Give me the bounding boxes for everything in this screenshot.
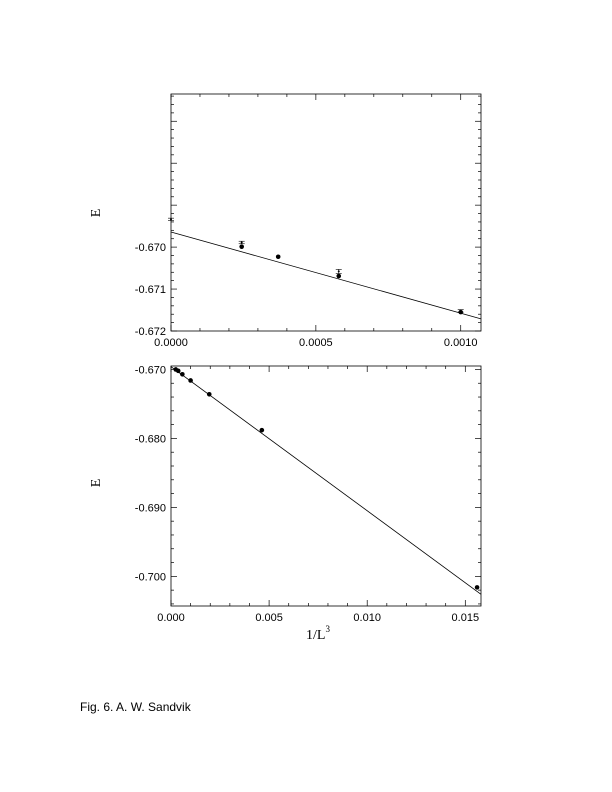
bottom-plot-x-axis-label: 1/L3 [306,624,330,643]
top-y-tick-label: -0.672 [135,326,166,338]
bottom-data-point [259,427,265,433]
bottom-plot-tick-labels: 0.000 0.005 0.010 0.015 -0.700 -0.690 -0.680 -0… [135,364,479,624]
top-data-point [275,254,281,260]
top-x-tick-label: 0.0005 [299,337,333,349]
bottom-data-point [206,391,212,397]
bottom-plot-ticks [170,366,481,606]
bottom-x-tick-label: 0.015 [452,612,480,624]
top-x-tick-label: 0.0010 [444,337,478,349]
bottom-y-tick-label: -0.680 [135,433,166,445]
bottom-plot-points [173,367,480,590]
top-plot-y-axis-label: E [89,209,104,218]
top-data-point-open [459,309,462,312]
bottom-x-tick-label: 0.010 [353,612,381,624]
top-data-point [336,273,342,279]
top-plot-tick-labels: 0.0000 0.0005 0.0010 -0.672 -0.671 -0.670 [135,242,478,349]
top-plot-fit-line-group [170,231,482,320]
bottom-x-tick-label: 0.000 [157,612,185,624]
bottom-plot-fit-line-group [170,366,482,595]
x-axis-label-exponent: 3 [325,624,330,634]
top-plot-ticks [170,94,481,332]
top-y-tick-label: -0.670 [135,242,166,254]
bottom-plot-frame [170,365,482,607]
top-plot-points [168,217,464,315]
bottom-y-tick-label: -0.700 [135,571,166,583]
bottom-data-point [474,585,480,590]
top-data-point-open [240,241,243,244]
bottom-data-point [180,371,185,377]
bottom-fit-line [170,366,482,595]
top-x-tick-label: 0.0000 [154,337,188,349]
bottom-plot-y-axis-label: E [89,479,104,488]
figure-caption: Fig. 6. A. W. Sandvik [80,700,191,714]
top-fit-line [170,231,482,320]
bottom-y-tick-label: -0.670 [135,364,166,376]
top-plot-panel: 0.0000 0.0005 0.0010 -0.672 -0.671 -0.670 E [89,93,482,349]
bottom-plot-panel: 0.000 0.005 0.010 0.015 -0.700 -0.690 -0.680 -0… [89,364,482,643]
bottom-data-point [188,378,193,383]
top-plot-frame [170,93,482,332]
bottom-y-tick-label: -0.690 [135,502,166,514]
bottom-x-tick-label: 0.005 [255,612,283,624]
bottom-data-point [175,368,181,374]
top-data-point-open [170,218,172,221]
top-data-point-open [337,270,340,273]
top-data-point [239,244,244,249]
x-axis-label-base: 1/L [306,628,325,643]
top-y-tick-label: -0.671 [135,284,166,296]
